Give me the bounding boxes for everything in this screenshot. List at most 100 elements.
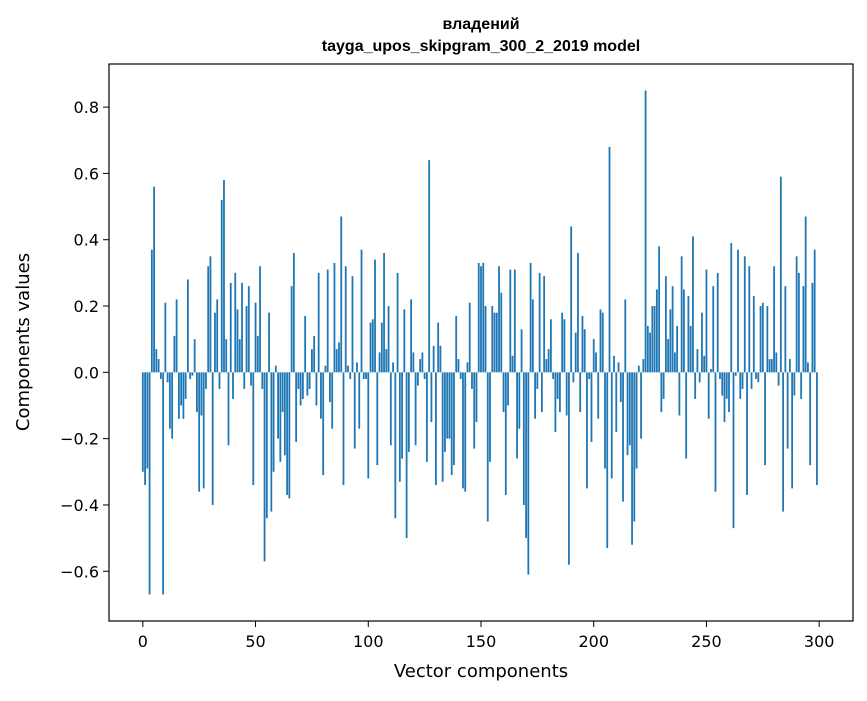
bar xyxy=(473,372,476,449)
bar xyxy=(448,372,451,439)
bar xyxy=(232,372,234,399)
bar xyxy=(529,262,532,373)
bars-group xyxy=(141,90,818,595)
bar xyxy=(439,345,442,373)
bar xyxy=(407,372,410,452)
bar xyxy=(606,372,609,549)
bar xyxy=(770,359,773,373)
bar xyxy=(646,325,649,373)
bar xyxy=(466,362,469,373)
bar xyxy=(568,372,570,565)
bar xyxy=(475,372,478,423)
bar xyxy=(631,372,633,545)
bar xyxy=(205,372,207,389)
bar xyxy=(484,306,487,373)
bar xyxy=(340,216,343,373)
bar xyxy=(464,372,467,492)
bar xyxy=(292,252,295,373)
bar xyxy=(308,372,311,389)
bar xyxy=(398,372,401,482)
bar xyxy=(468,302,471,373)
chart-title-line-1: владений xyxy=(442,16,519,33)
bar xyxy=(549,319,552,373)
bar xyxy=(187,279,189,373)
bar xyxy=(198,372,201,492)
bar xyxy=(209,256,212,373)
bar xyxy=(527,372,530,575)
bar xyxy=(811,282,814,373)
bar xyxy=(168,372,171,429)
bar xyxy=(626,372,629,456)
bar xyxy=(223,180,225,373)
bar xyxy=(324,365,327,373)
bar xyxy=(360,249,363,373)
bar xyxy=(678,372,681,416)
bar xyxy=(673,352,676,373)
bar xyxy=(462,372,464,489)
bar xyxy=(757,372,760,383)
bar xyxy=(396,272,399,373)
bar xyxy=(554,372,557,433)
bar xyxy=(444,372,446,452)
bar xyxy=(687,296,690,373)
bar xyxy=(728,372,730,413)
bar xyxy=(482,262,485,373)
bar xyxy=(559,372,561,413)
bar xyxy=(671,286,674,373)
bar xyxy=(274,365,277,373)
bar xyxy=(692,236,694,373)
bar xyxy=(189,372,192,379)
bar xyxy=(412,352,415,373)
bar xyxy=(315,372,318,406)
y-axis-ticks: −0.6 −0.4 −0.2 0.0 0.2 0.4 0.6 0.8 xyxy=(60,98,109,581)
bar xyxy=(387,306,390,373)
bar xyxy=(245,306,248,373)
bar xyxy=(416,372,419,386)
bar xyxy=(401,372,403,459)
bar xyxy=(775,352,778,373)
bar xyxy=(220,199,223,373)
bar xyxy=(660,372,663,413)
bar xyxy=(592,339,595,373)
bar xyxy=(369,322,372,373)
bar xyxy=(595,352,597,373)
bar xyxy=(518,372,521,429)
bar xyxy=(378,352,381,373)
bar xyxy=(784,286,787,373)
x-tick-label: 100 xyxy=(353,632,384,651)
bar xyxy=(450,372,453,476)
bar xyxy=(511,355,514,373)
y-tick-label: 0.4 xyxy=(74,231,99,250)
y-tick-label: −0.6 xyxy=(60,562,99,581)
plot-area-frame xyxy=(108,63,854,622)
bar xyxy=(331,372,334,429)
bar xyxy=(777,372,780,386)
bar xyxy=(500,292,503,373)
bar xyxy=(788,359,791,373)
bar xyxy=(739,372,742,399)
bar xyxy=(495,312,498,373)
bar xyxy=(306,372,309,396)
bar xyxy=(455,315,458,373)
bar xyxy=(453,372,455,466)
bar xyxy=(563,319,566,373)
bar xyxy=(164,302,167,373)
bar xyxy=(457,359,460,373)
bar xyxy=(277,372,279,439)
bar xyxy=(768,359,771,373)
bar xyxy=(502,372,505,413)
bar xyxy=(184,372,187,399)
bar xyxy=(579,372,582,413)
y-tick-label: 0.8 xyxy=(74,98,99,117)
bar xyxy=(750,372,753,389)
bar xyxy=(513,269,516,373)
bar xyxy=(376,372,379,466)
bar xyxy=(653,306,656,373)
bar xyxy=(807,362,809,373)
bar xyxy=(256,335,259,373)
bar xyxy=(342,372,345,486)
bar xyxy=(326,269,329,373)
bar xyxy=(572,372,575,383)
x-axis-ticks: 0 50 100 150 200 250 300 xyxy=(138,621,834,651)
